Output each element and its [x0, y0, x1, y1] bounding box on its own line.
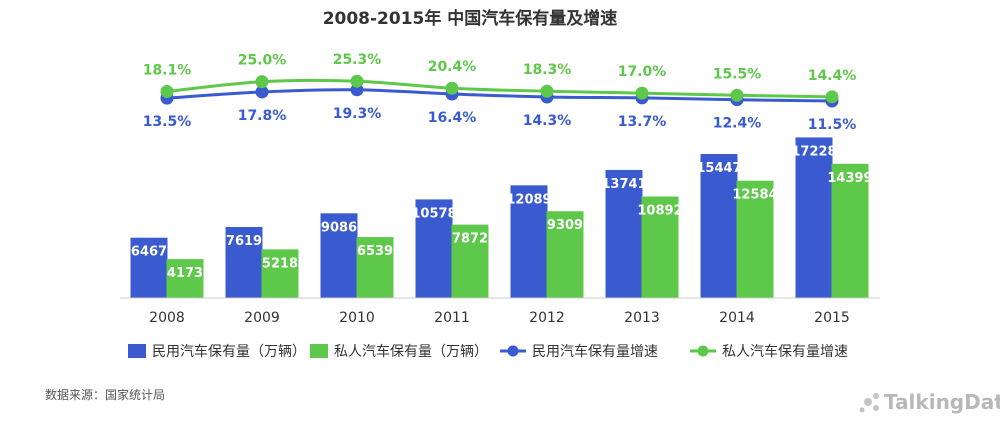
- point-label-private-2008: 18.1%: [143, 63, 192, 79]
- x-tick-2010: 2010: [339, 310, 375, 326]
- bar-label-civil-2009: 7619: [226, 234, 262, 249]
- bar-private-2011: [451, 224, 489, 298]
- point-label-civil-2013: 13.7%: [618, 114, 667, 130]
- bar-label-civil-2014: 15447: [696, 161, 741, 176]
- point-private-2015: [825, 90, 839, 104]
- bar-label-private-2010: 6539: [357, 244, 393, 259]
- x-tick-2011: 2011: [434, 310, 470, 326]
- point-label-private-2014: 15.5%: [713, 66, 762, 82]
- bar-label-civil-2011: 10578: [411, 206, 456, 221]
- brand-logo: TalkingData: [859, 390, 1000, 414]
- bar-civil-2011: [415, 199, 453, 298]
- point-label-civil-2009: 17.8%: [238, 108, 287, 124]
- point-civil-2009: [255, 85, 269, 99]
- point-label-civil-2014: 12.4%: [713, 116, 762, 132]
- point-label-civil-2008: 13.5%: [143, 114, 192, 130]
- point-label-private-2011: 20.4%: [428, 59, 477, 75]
- bar-label-private-2012: 9309: [547, 218, 583, 233]
- line-civil: [166, 88, 833, 103]
- bar-label-private-2008: 4173: [167, 266, 203, 281]
- bar-private-2013: [641, 196, 679, 298]
- legend-item-2-swatch: [310, 344, 328, 358]
- legend-item-1-label: 民用汽车保有量（万辆）: [152, 343, 306, 360]
- bar-label-private-2009: 5218: [262, 256, 298, 271]
- bar-private-2015: [831, 163, 869, 298]
- bar-label-civil-2015: 17228: [791, 144, 836, 159]
- point-label-civil-2010: 19.3%: [333, 106, 382, 122]
- bar-private-2010: [356, 237, 394, 298]
- x-tick-2013: 2013: [624, 310, 660, 326]
- point-label-private-2013: 17.0%: [618, 64, 667, 80]
- x-tick-labels: 2008 2009 2010 2011 2012 2013 2014 2015: [149, 310, 850, 326]
- point-label-private-2015: 14.4%: [808, 68, 857, 84]
- bar-civil-2012: [510, 185, 548, 298]
- brand-name: TalkingData: [884, 390, 1000, 414]
- x-tick-2014: 2014: [719, 310, 755, 326]
- point-label-private-2009: 25.0%: [238, 53, 287, 69]
- legend-item-3-marker: [507, 345, 519, 357]
- point-private-2009: [255, 75, 269, 89]
- bar-label-civil-2010: 9086: [321, 220, 357, 235]
- bar-private-2012: [546, 211, 584, 298]
- legend-item-4-marker: [697, 345, 709, 357]
- bar-civil-2014: [700, 154, 738, 298]
- bar-civil-2008: [130, 237, 168, 298]
- bar-label-civil-2008: 6467: [131, 245, 167, 260]
- bar-label-private-2014: 12584: [732, 188, 777, 203]
- legend-item-3-label: 民用汽车保有量增速: [532, 343, 658, 360]
- bar-civil-2013: [605, 169, 643, 298]
- chart-title: 2008-2015年 中国汽车保有量及增速: [323, 8, 618, 29]
- bar-label-civil-2013: 13741: [601, 177, 646, 192]
- source-note: 数据来源：国家统计局: [45, 387, 165, 402]
- bar-civil-2010: [320, 213, 358, 298]
- bar-civil-2015: [795, 137, 833, 298]
- legend: 民用汽车保有量（万辆） 私人汽车保有量（万辆） 民用汽车保有量增速 私人汽车保有量增速: [128, 343, 848, 360]
- line-private: [166, 78, 833, 99]
- bar-label-private-2013: 10892: [637, 203, 682, 218]
- bar-label-private-2011: 7872: [452, 232, 488, 247]
- point-private-2013: [635, 86, 649, 100]
- bar-civil-2009: [225, 226, 263, 298]
- x-tick-2015: 2015: [814, 310, 850, 326]
- x-tick-2008: 2008: [149, 310, 185, 326]
- point-label-private-2010: 25.3%: [333, 52, 382, 68]
- point-private-2012: [540, 84, 554, 98]
- legend-item-1-swatch: [128, 344, 146, 358]
- point-label-civil-2011: 16.4%: [428, 110, 477, 126]
- point-private-2010: [350, 74, 364, 88]
- point-private-2014: [730, 88, 744, 102]
- bar-label-private-2015: 14399: [827, 171, 872, 186]
- bar-label-civil-2012: 12089: [506, 192, 551, 207]
- x-tick-2009: 2009: [244, 310, 280, 326]
- point-private-2011: [445, 81, 459, 95]
- legend-item-4-label: 私人汽车保有量增速: [722, 343, 848, 360]
- bar-private-2014: [736, 180, 774, 298]
- point-label-private-2012: 18.3%: [523, 62, 572, 78]
- growth-lines: 13.5% 17.8% 19.3% 16.4% 14.3% 13.7% 12.4% 11.5%…: [143, 52, 857, 133]
- x-tick-2012: 2012: [529, 310, 565, 326]
- point-label-civil-2015: 11.5%: [808, 117, 857, 133]
- bar-private-2008: [166, 259, 204, 298]
- point-label-civil-2012: 14.3%: [523, 113, 572, 129]
- brand-icon: [859, 393, 879, 413]
- legend-item-2-label: 私人汽车保有量（万辆）: [334, 343, 488, 360]
- bar-private-2009: [261, 249, 299, 298]
- point-private-2008: [160, 85, 174, 99]
